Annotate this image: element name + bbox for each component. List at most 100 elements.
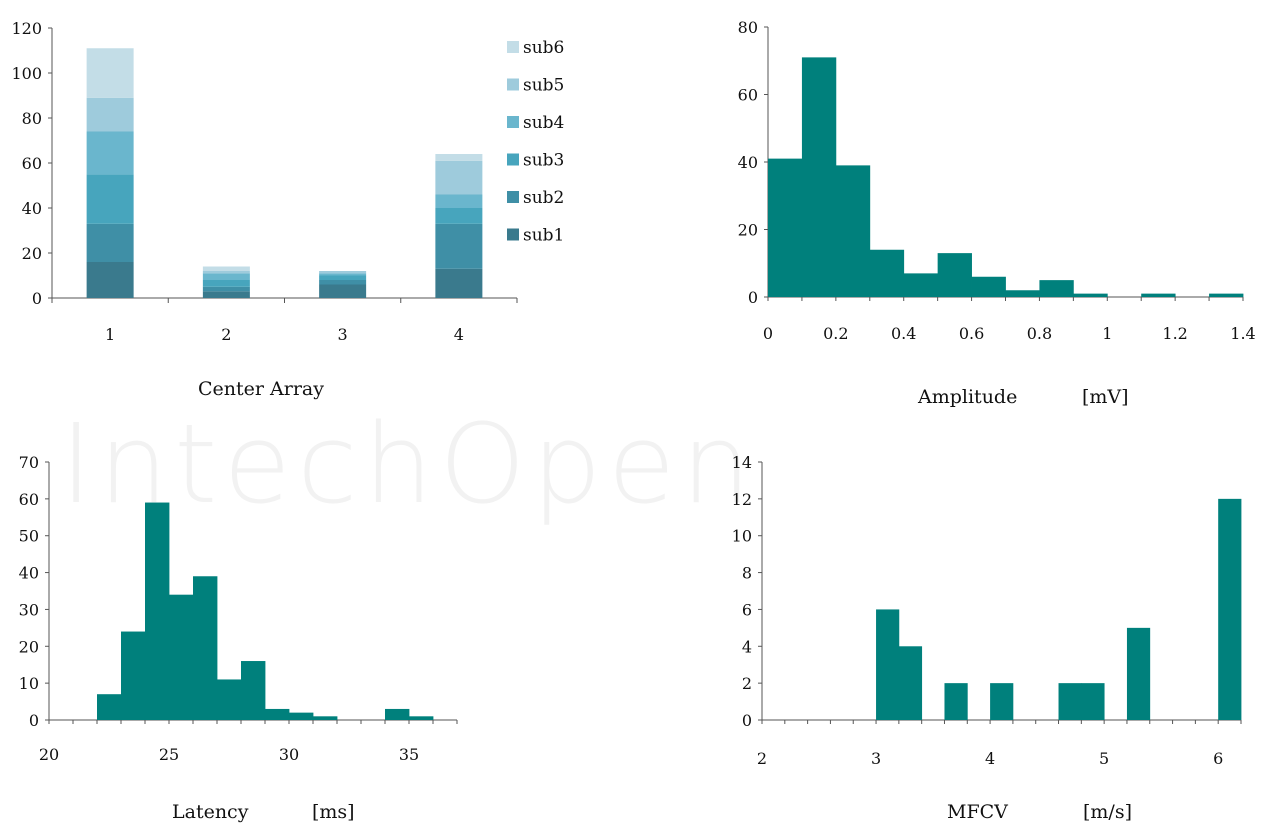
chart4-y-tick-label: 0 xyxy=(742,711,752,730)
chart2-bar xyxy=(801,57,837,297)
chart4-bar xyxy=(1218,498,1242,720)
chart4-x-tick-label: 5 xyxy=(1099,749,1109,768)
chart4-bar xyxy=(1126,627,1151,720)
chart4-xlabel: MFCV xyxy=(947,801,1008,823)
chart1-bar-sub6-cat1 xyxy=(86,48,134,98)
chart3-x-tick-label: 35 xyxy=(399,745,419,764)
chart3-bar xyxy=(409,716,434,720)
chart4-bar xyxy=(898,646,923,720)
chart4-y-tick-label: 6 xyxy=(742,600,752,619)
chart1-legend-label-sub2: sub2 xyxy=(523,188,564,208)
chart2-bar xyxy=(869,249,905,297)
chart1-bar-sub2-cat3 xyxy=(319,280,367,285)
chart3-y-tick-label: 10 xyxy=(19,674,39,693)
chart2-x-tick-label: 0.6 xyxy=(959,324,984,343)
chart4-x-tick-label: 3 xyxy=(871,749,881,768)
chart1-y-tick-label: 60 xyxy=(22,154,42,173)
chart3-x-tick-label: 25 xyxy=(159,745,179,764)
chart1-bar-sub3-cat4 xyxy=(435,208,483,224)
chart1-bar-sub1-cat1 xyxy=(86,262,134,298)
chart1-x-tick-label: 1 xyxy=(105,325,115,344)
chart1-y-tick-label: 80 xyxy=(22,109,42,128)
chart1-bar-sub5-cat3 xyxy=(319,271,367,274)
chart2-y-tick-label: 20 xyxy=(738,221,758,240)
chart3-bar xyxy=(241,661,266,720)
chart2-bar xyxy=(1141,293,1176,297)
chart2-bar xyxy=(971,276,1006,297)
chart3-bar xyxy=(289,712,314,720)
chart2-bar xyxy=(1073,293,1108,297)
chart1-y-tick-label: 100 xyxy=(11,64,42,83)
chart1-y-tick-label: 0 xyxy=(32,289,42,308)
chart3-y-tick-label: 30 xyxy=(19,600,39,619)
chart1-legend-swatch-sub4 xyxy=(507,116,519,128)
chart1-bar-sub5-cat2 xyxy=(202,271,250,274)
chart4-x-tick-label: 6 xyxy=(1213,749,1223,768)
chart3-bar xyxy=(97,694,122,720)
chart3-bar xyxy=(385,708,410,720)
chart1-legend-swatch-sub6 xyxy=(507,41,519,53)
chart2-bar xyxy=(768,158,803,297)
chart2-bar xyxy=(937,253,972,297)
chart3-bar xyxy=(313,716,338,720)
chart1-y-tick-label: 120 xyxy=(11,19,42,38)
chart1-bar-sub1-cat2 xyxy=(202,291,250,298)
chart1-legend-swatch-sub5 xyxy=(507,78,519,91)
chart2-bar xyxy=(1005,290,1040,297)
chart1-bar-sub2-cat1 xyxy=(86,223,134,262)
chart1-legend-swatch-sub3 xyxy=(507,153,519,166)
chart3-x-tick-label: 30 xyxy=(279,745,299,764)
chart1-bar-sub3-cat2 xyxy=(202,280,250,287)
chart4-bar xyxy=(944,683,968,720)
chart3-bar xyxy=(193,576,218,720)
chart1-legend-label-sub5: sub5 xyxy=(523,76,564,96)
chart1-bar-sub6-cat4 xyxy=(435,154,483,161)
chart4-y-tick-label: 10 xyxy=(732,527,752,546)
chart2-bar xyxy=(1039,280,1074,297)
chart2-x-tick-label: 0.8 xyxy=(1027,324,1052,343)
chart2-x-tick-label: 1.2 xyxy=(1162,324,1187,343)
chart2-x-tick-label: 1 xyxy=(1102,324,1112,343)
chart1-bar-sub1-cat4 xyxy=(435,268,483,298)
chart3-bar xyxy=(169,594,194,720)
chart1-bar-sub5-cat4 xyxy=(435,160,483,195)
chart2-xlabel: Amplitude xyxy=(918,386,1018,408)
chart3-y-tick-label: 0 xyxy=(29,711,39,730)
chart4-x-tick-label: 2 xyxy=(757,749,767,768)
chart3-bar xyxy=(145,502,170,720)
chart1-y-tick-label: 20 xyxy=(22,244,42,263)
chart4-x-tick-label: 4 xyxy=(985,749,995,768)
chart4-y-tick-label: 2 xyxy=(742,674,752,693)
chart2-x-tick-label: 0.2 xyxy=(823,324,848,343)
chart2-y-tick-label: 40 xyxy=(738,153,758,172)
chart1-x-tick-label: 2 xyxy=(221,325,231,344)
chart3-y-tick-label: 20 xyxy=(19,637,39,656)
chart1-legend-label-sub4: sub4 xyxy=(523,113,564,133)
chart3-bar xyxy=(265,708,290,720)
chart1-bar-sub2-cat2 xyxy=(202,286,250,292)
chart4-xunit: [m/s] xyxy=(1083,801,1132,823)
watermark-text: IntechOpen xyxy=(60,400,757,528)
chart4-bar xyxy=(876,609,900,720)
chart4-bar xyxy=(1081,683,1105,720)
chart1-bar-sub2-cat4 xyxy=(435,223,483,269)
chart1-legend-swatch-sub1 xyxy=(507,228,519,241)
chart1-xlabel: Center Array xyxy=(198,378,324,400)
chart2-xunit: [mV] xyxy=(1082,386,1129,408)
chart2-y-tick-label: 0 xyxy=(748,288,758,307)
chart1-bar-sub6-cat2 xyxy=(202,266,250,271)
chart2-bar xyxy=(903,273,939,297)
chart1-legend-swatch-sub2 xyxy=(507,191,519,203)
chart4-y-tick-label: 14 xyxy=(732,453,752,472)
chart1-bar-sub1-cat3 xyxy=(319,284,367,298)
chart3-xunit: [ms] xyxy=(312,801,355,823)
chart2-y-tick-label: 60 xyxy=(738,86,758,105)
chart3-bar xyxy=(217,679,242,720)
chart1-bar-sub5-cat1 xyxy=(86,97,134,132)
chart4-bar xyxy=(1058,683,1082,720)
chart1-x-tick-label: 4 xyxy=(454,325,464,344)
chart2-x-tick-label: 0.4 xyxy=(891,324,916,343)
chart4-bar xyxy=(990,683,1014,720)
chart4-y-tick-label: 8 xyxy=(742,564,752,583)
